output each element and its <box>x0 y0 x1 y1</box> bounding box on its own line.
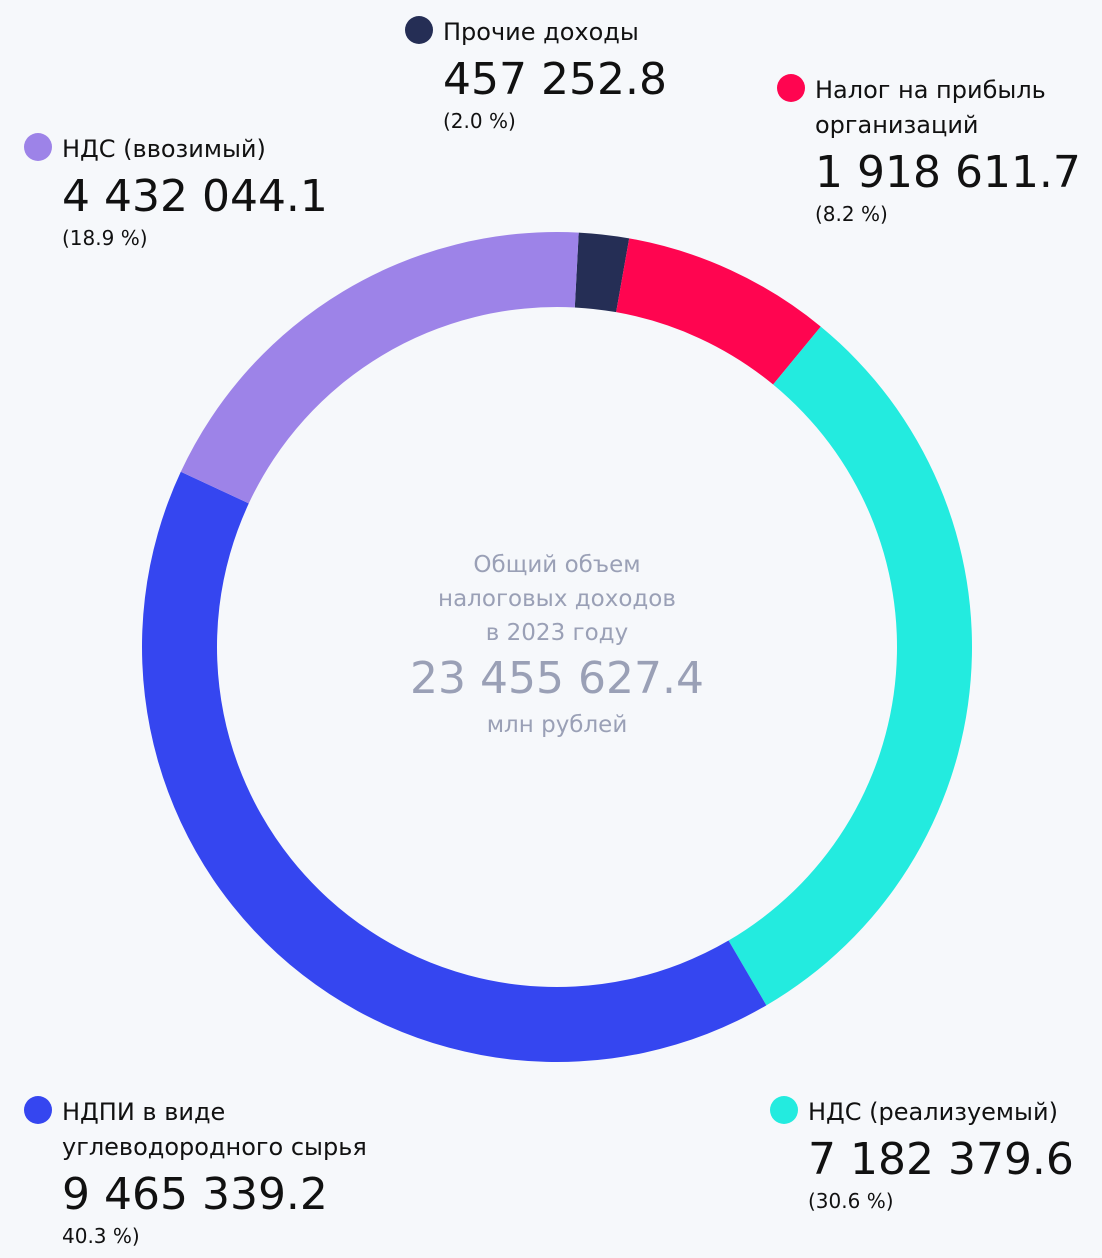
legend-label: НДС (ввозимый) <box>62 135 266 163</box>
legend-item: НДС (реализуемый) 7 182 379.6 (30.6 %) <box>770 1095 1102 1214</box>
center-label: Общий объем налоговых доходов в 2023 год… <box>357 548 757 742</box>
percent-label: (8.2 %) <box>815 202 888 226</box>
percent-label: (2.0 %) <box>443 109 516 133</box>
legend-dot <box>770 1096 798 1124</box>
total: 23 455 627.4 <box>410 653 704 704</box>
donut-slice <box>141 471 767 1063</box>
legend-item: Налог на прибыль организаций 1 918 611.7 (… <box>777 73 1085 227</box>
legend-dot <box>405 16 433 44</box>
value-label: 457 252.8 <box>443 54 667 105</box>
value-label: 7 182 379.6 <box>808 1134 1074 1185</box>
center-title: в 2023 году <box>485 620 629 646</box>
donut-slice <box>728 326 972 1006</box>
legend-dot <box>777 74 805 102</box>
legend-item: НДПИ в виде углеводородного сырья 9 465 3… <box>24 1095 432 1249</box>
legend-dot <box>24 133 52 161</box>
percent-label: (30.6 %) <box>808 1189 894 1213</box>
donut-slice <box>180 231 579 504</box>
legend-label: Прочие доходы <box>443 18 639 46</box>
legend-label: Налог на прибыль организаций <box>815 76 1046 139</box>
value-label: 1 918 611.7 <box>815 147 1081 198</box>
legend-item: НДС (ввозимый) 4 432 044.1 (18.9 %) <box>24 132 382 251</box>
center-title: налоговых доходов <box>438 586 676 612</box>
legend-label: НДС (реализуемый) <box>808 1098 1058 1126</box>
percent-label: 40.3 %) <box>62 1224 140 1248</box>
donut-slice <box>574 232 630 313</box>
unit: млн рублей <box>486 712 628 738</box>
legend-label: НДПИ в виде углеводородного сырья <box>62 1098 367 1161</box>
value-label: 4 432 044.1 <box>62 171 328 222</box>
legend-item: Прочие доходы 457 252.8 (2.0 %) <box>405 15 743 134</box>
percent-label: (18.9 %) <box>62 226 148 250</box>
donut-slice <box>616 238 821 385</box>
center-title: Общий объем <box>473 552 641 578</box>
value-label: 9 465 339.2 <box>62 1169 328 1220</box>
legend-dot <box>24 1096 52 1124</box>
